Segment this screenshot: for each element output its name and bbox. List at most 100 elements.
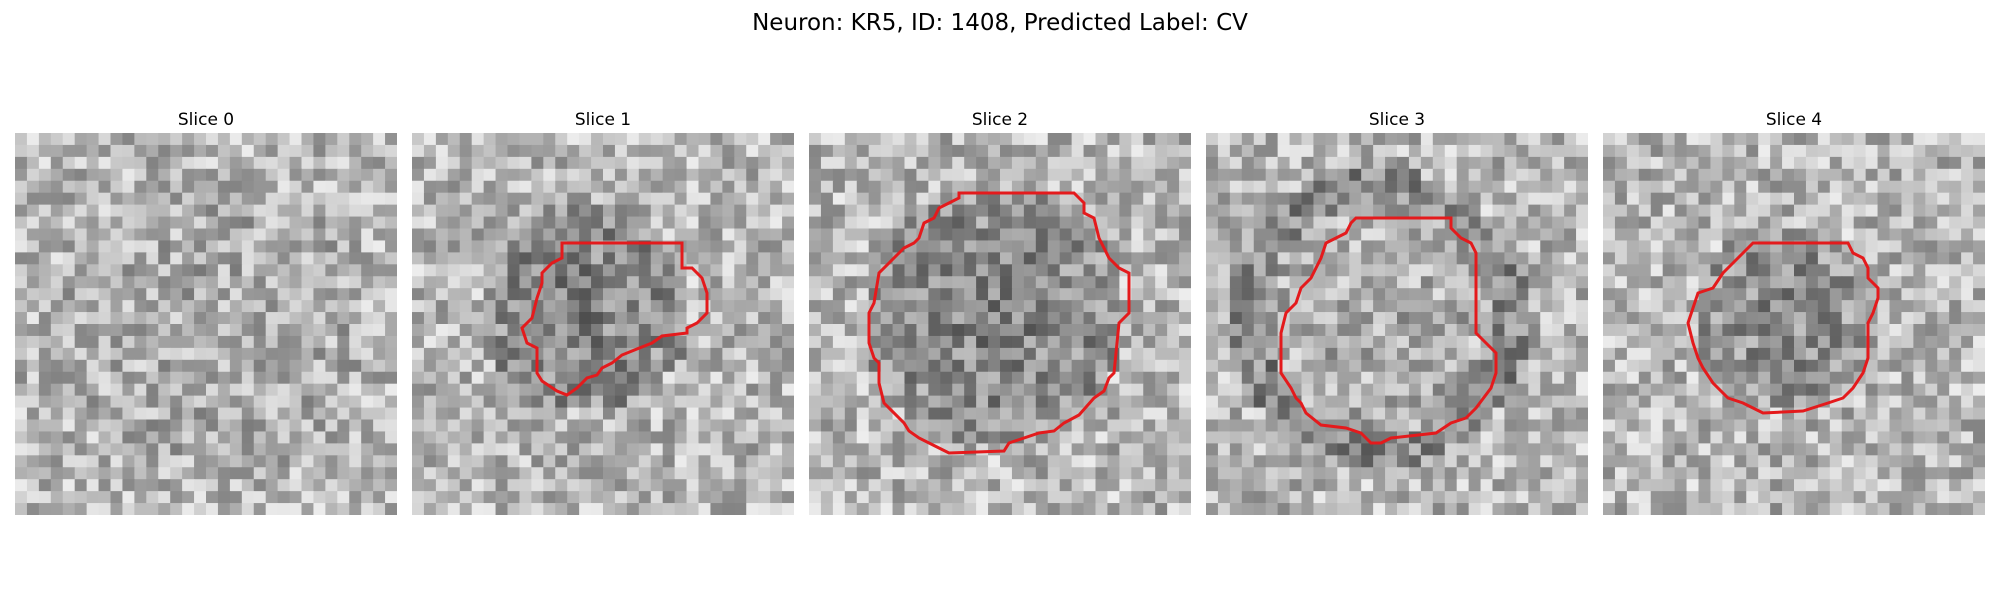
pixel [686, 467, 699, 480]
pixel [62, 228, 76, 241]
pixel [832, 144, 846, 158]
pixel [1397, 443, 1410, 456]
pixel [579, 216, 592, 229]
pixel [1782, 335, 1795, 349]
pixel [1662, 240, 1676, 253]
pixel [74, 300, 88, 313]
pixel [98, 156, 111, 170]
pixel [1650, 180, 1664, 194]
pixel [674, 133, 688, 146]
pixel [1468, 168, 1482, 182]
pixel [1564, 204, 1577, 218]
pixel [1674, 228, 1688, 241]
pixel [98, 491, 111, 504]
pixel [1337, 216, 1350, 229]
pixel [976, 383, 989, 397]
pixel [1805, 335, 1819, 349]
pixel [1841, 264, 1855, 277]
pixel [423, 383, 437, 397]
pixel [614, 503, 628, 515]
pixel [122, 395, 135, 409]
pixel [1480, 300, 1493, 313]
pixel [1901, 240, 1914, 253]
pixel [507, 467, 520, 480]
pixel [1603, 383, 1616, 397]
pixel [1650, 156, 1664, 170]
pixel [1722, 144, 1735, 158]
pixel [471, 324, 485, 337]
pixel [1841, 144, 1855, 158]
pixel [459, 359, 473, 373]
pixel [301, 133, 314, 146]
pixel [1456, 443, 1470, 456]
pixel [782, 455, 794, 468]
pixel [1155, 228, 1168, 241]
pixel [868, 467, 882, 480]
pixel [809, 479, 822, 492]
pixel [591, 324, 604, 337]
pixel [1603, 347, 1616, 361]
pixel [1710, 347, 1723, 361]
pixel [423, 300, 437, 313]
pixel [1229, 335, 1243, 349]
pixel [1817, 264, 1831, 277]
pixel [1206, 192, 1219, 206]
pixel [1011, 228, 1025, 241]
pixel [1865, 371, 1879, 385]
pixel [1397, 419, 1410, 432]
pixel [1349, 252, 1362, 265]
pixel [1504, 335, 1517, 349]
pixel [122, 491, 135, 504]
pixel [385, 359, 397, 373]
pixel [686, 455, 699, 468]
pixel [1734, 383, 1747, 397]
pixel [1734, 156, 1747, 170]
pixel [98, 359, 111, 373]
pixel [1397, 288, 1410, 301]
pixel [710, 312, 723, 325]
pixel [1913, 144, 1926, 158]
pixel [74, 455, 88, 468]
pixel [265, 455, 279, 468]
pixel [976, 180, 989, 194]
pixel [1758, 359, 1771, 373]
pixel [217, 383, 231, 397]
pixel [423, 276, 437, 289]
pixel [710, 419, 723, 432]
pixel [349, 491, 362, 504]
pixel [483, 133, 497, 146]
pixel [229, 144, 243, 158]
pixel [1576, 479, 1588, 492]
pixel [146, 371, 159, 385]
pixel [1361, 204, 1374, 218]
pixel [531, 503, 544, 515]
pixel [555, 479, 568, 492]
pixel [1877, 288, 1890, 301]
pixel [1913, 240, 1926, 253]
pixel [1408, 228, 1422, 241]
pixel [626, 324, 640, 337]
pixel [686, 491, 699, 504]
pixel [1841, 443, 1855, 456]
pixel [1698, 455, 1711, 468]
pixel [1131, 359, 1144, 373]
pixel [1143, 276, 1156, 289]
pixel [412, 395, 425, 409]
pixel [1829, 312, 1843, 325]
pixel [325, 383, 338, 397]
pixel [1059, 133, 1073, 146]
pixel [1253, 503, 1267, 515]
pixel [1217, 312, 1231, 325]
pixel [734, 264, 747, 277]
pixel [734, 252, 747, 265]
pixel [1817, 180, 1831, 194]
pixel [686, 300, 699, 313]
pixel [170, 419, 183, 432]
pixel [62, 240, 76, 253]
pixel [1229, 324, 1243, 337]
pixel [892, 467, 905, 480]
pixel [1889, 133, 1902, 146]
pixel [1337, 264, 1350, 277]
pixel [385, 288, 397, 301]
pixel [710, 216, 723, 229]
